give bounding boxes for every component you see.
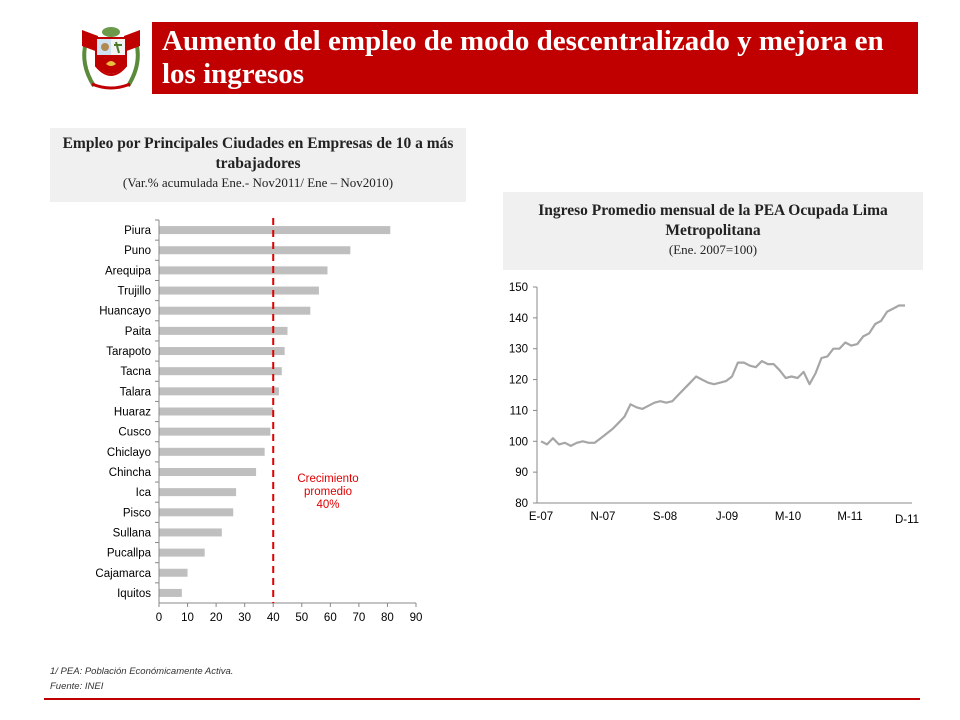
category-label: Arequipa [105,265,152,277]
category-label: Tarapoto [106,346,151,358]
x-tick-label: 90 [410,612,423,624]
category-label: Trujillo [118,286,151,298]
bar-huaraz [159,407,274,416]
category-label: Huancayo [99,306,151,318]
bar-ica [159,488,237,497]
bar-chart-header: Empleo por Principales Ciudades en Empre… [50,128,466,202]
bar-cusco [159,427,271,436]
bar-trujillo [159,286,319,295]
bar-cajamarca [159,568,188,577]
category-label: Tacna [120,366,151,378]
average-growth-label: promedio [304,486,352,498]
y-tick-label: 110 [510,405,528,417]
bar-chart-subtitle: (Var.% acumulada Ene.- Nov2011/ Ene – No… [122,175,394,190]
bar-chiclayo [159,447,265,456]
peru-coat-of-arms-icon [76,22,146,94]
bar-tacna [159,367,282,376]
bar-chincha [159,467,257,476]
bar-huancayo [159,306,311,315]
bar-sullana [159,528,222,537]
title-bar: Aumento del empleo de modo descentraliza… [152,22,918,94]
x-tick-label: M-10 [775,511,801,523]
average-growth-label: 40% [316,499,339,511]
x-tick-label: J-09 [716,511,738,523]
bar-chart-title: Empleo por Principales Ciudades en Empre… [62,135,454,172]
category-label: Pucallpa [107,548,152,560]
footnote-pea: 1/ PEA: Población Económicamente Activa. [50,666,234,677]
category-label: Chincha [109,467,152,479]
y-tick-label: 150 [509,282,528,294]
x-tick-label: D-11 [895,514,919,526]
x-tick-label: 20 [210,612,223,624]
category-label: Cusco [118,427,151,439]
x-tick-label: 40 [267,612,280,624]
y-tick-label: 100 [509,436,528,448]
y-tick-label: 80 [515,498,528,510]
x-tick-label: 50 [295,612,308,624]
x-tick-label: 80 [381,612,394,624]
y-tick-label: 140 [509,313,528,325]
category-label: Piura [124,225,151,237]
bar-pucallpa [159,548,205,557]
bar-tarapoto [159,347,285,356]
category-label: Talara [120,386,152,398]
line-chart-header: Ingreso Promedio mensual de la PEA Ocupa… [503,192,923,270]
bar-arequipa [159,266,328,275]
footnote-source: Fuente: INEI [50,681,104,692]
x-tick-label: S-08 [653,511,677,523]
category-label: Paita [125,326,152,338]
x-tick-label: 0 [156,612,162,624]
bottom-divider [44,698,920,700]
category-label: Sullana [113,527,152,539]
category-label: Cajamarca [95,568,151,580]
x-tick-label: 30 [238,612,251,624]
category-label: Huaraz [114,407,151,419]
x-tick-label: 70 [352,612,365,624]
bar-iquitos [159,588,182,597]
category-label: Iquitos [117,588,151,600]
x-tick-label: E-07 [529,511,553,523]
bar-talara [159,387,279,396]
bar-puno [159,246,351,255]
y-tick-label: 90 [515,467,528,479]
y-tick-label: 130 [509,344,528,356]
y-tick-label: 120 [509,375,528,387]
line-chart-title: Ingreso Promedio mensual de la PEA Ocupa… [538,202,888,239]
average-growth-label: Crecimiento [297,473,358,485]
category-label: Chiclayo [107,447,151,459]
x-tick-label: 10 [181,612,194,624]
line-chart-subtitle: (Ene. 2007=100) [668,242,758,257]
bar-piura [159,226,391,235]
series-line-ingreso [540,304,905,447]
bar-paita [159,326,288,335]
x-tick-label: 60 [324,612,337,624]
category-label: Ica [136,487,152,499]
category-label: Pisco [123,507,151,519]
category-label: Puno [124,245,151,257]
x-tick-label: N-07 [591,511,616,523]
x-tick-label: M-11 [837,511,862,523]
page-title: Aumento del empleo de modo descentraliza… [162,25,884,90]
bar-pisco [159,508,234,517]
